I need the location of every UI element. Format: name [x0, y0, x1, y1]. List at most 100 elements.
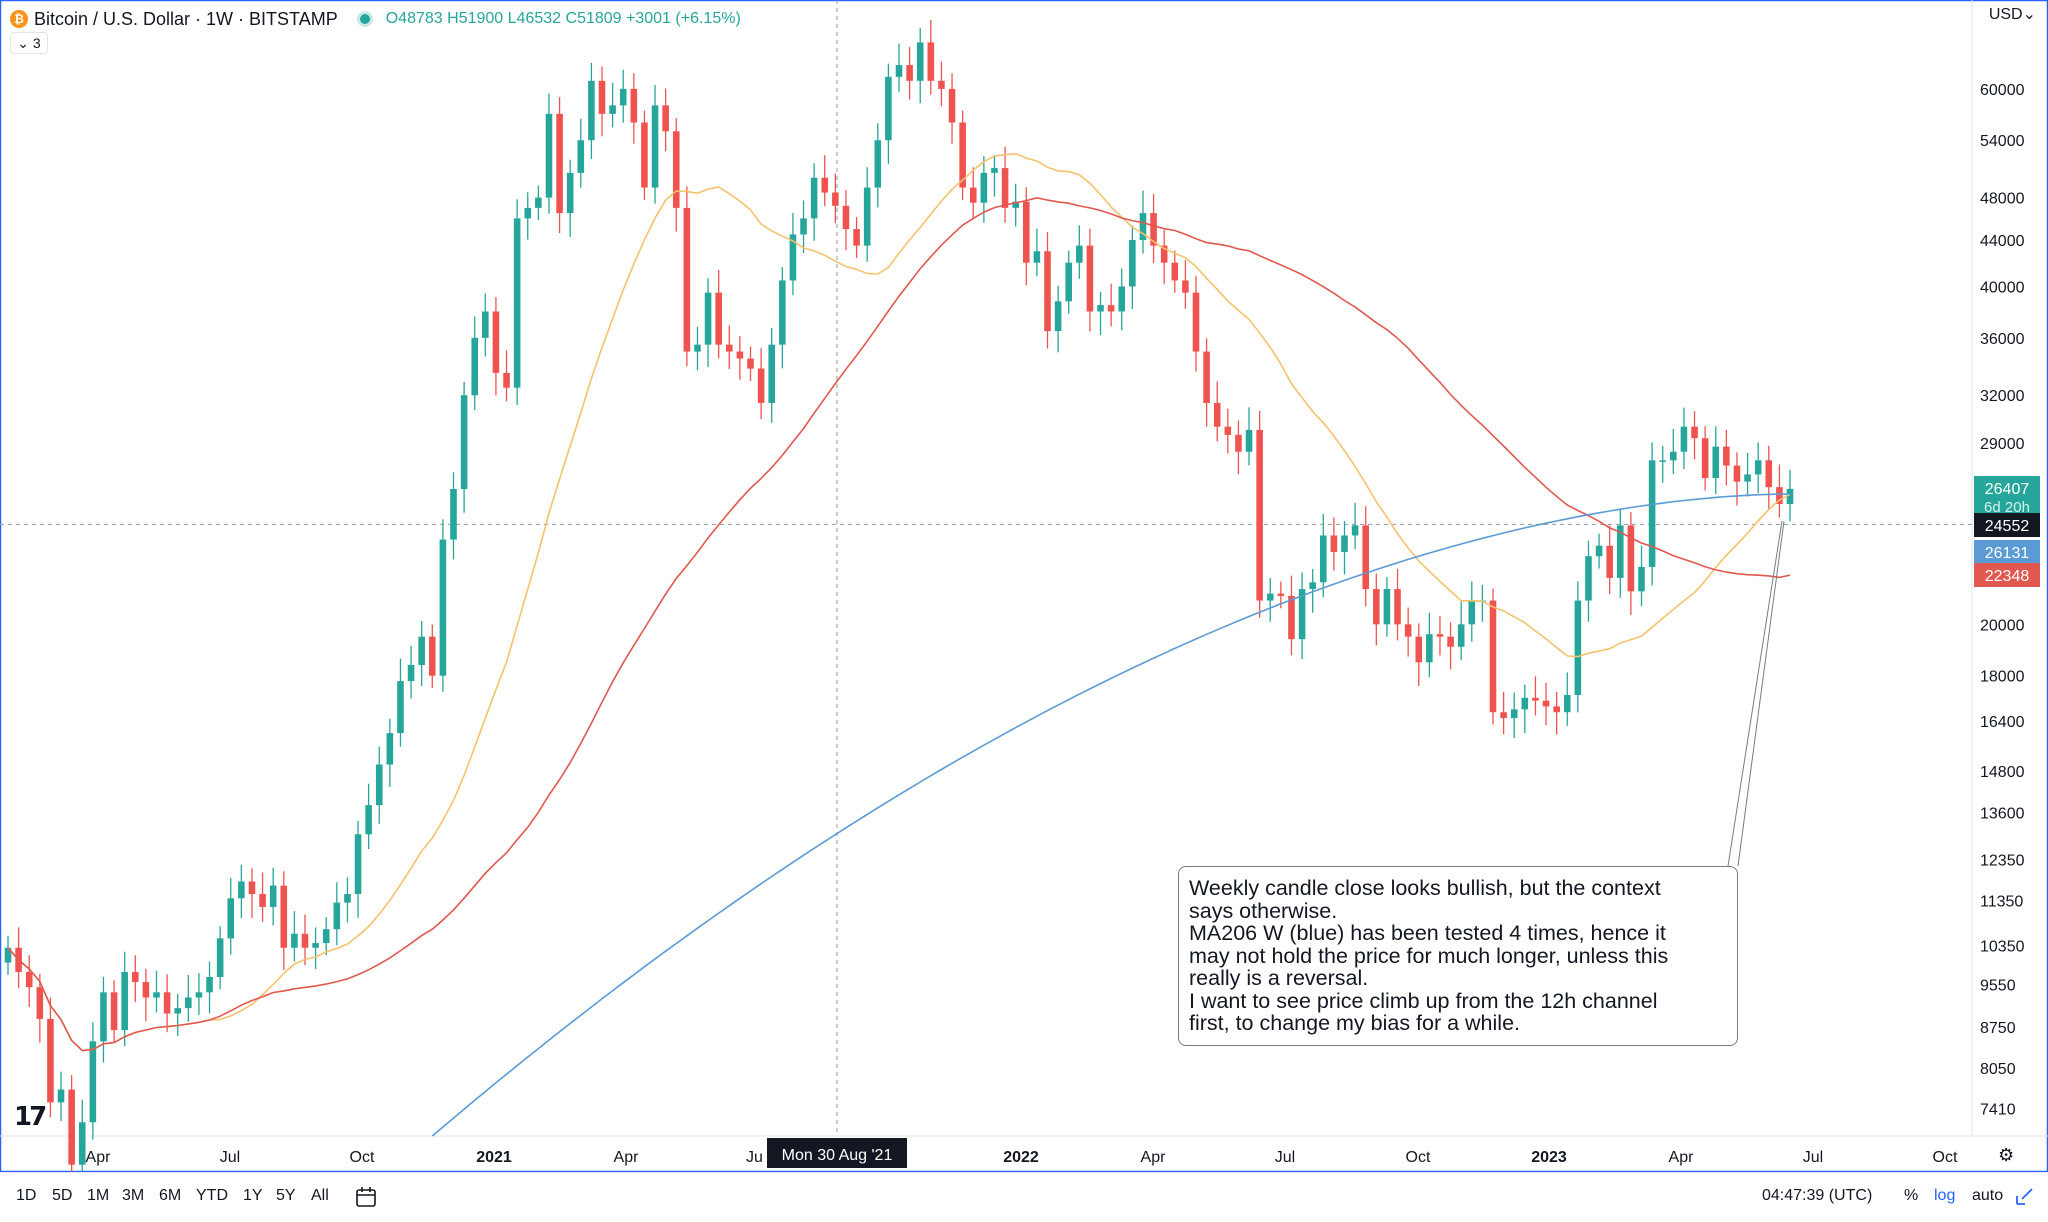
- candle-body: [418, 636, 425, 665]
- scale-settings-icon[interactable]: [2014, 1185, 2036, 1207]
- candle-body: [513, 218, 521, 388]
- candle-body: [1744, 474, 1751, 482]
- candle-body: [1224, 426, 1232, 435]
- candle-body: [333, 902, 341, 930]
- y-tick-label: 44000: [1980, 233, 2025, 250]
- candle-body: [195, 992, 203, 998]
- candle-body: [1107, 305, 1115, 312]
- candle-body: [1330, 535, 1338, 552]
- candle-body: [131, 972, 139, 983]
- candle-body: [694, 344, 701, 352]
- candle-body: [471, 337, 479, 396]
- candle-body: [1532, 697, 1539, 701]
- y-tick-label: 7410: [1980, 1101, 2016, 1118]
- y-tick-label: 18000: [1980, 669, 2025, 686]
- annotation-line: I want to see price climb up from the 12…: [1189, 988, 1658, 1013]
- y-tick-label: 11350: [1980, 893, 2023, 910]
- timeframe-ytd[interactable]: YTD: [196, 1187, 228, 1204]
- crosshair-date-box: [767, 1138, 907, 1168]
- timeframe-all[interactable]: All: [311, 1187, 329, 1204]
- candle-body: [1765, 460, 1773, 488]
- candle-body: [577, 140, 585, 173]
- candle-body: [375, 764, 383, 806]
- candle-body: [100, 992, 107, 1042]
- utc-clock[interactable]: 04:47:39 (UTC): [1762, 1187, 1873, 1204]
- candle-body: [291, 933, 298, 948]
- candle-body: [1245, 429, 1253, 452]
- candle-body: [153, 992, 160, 998]
- candle-body: [556, 113, 563, 214]
- timeframe-1y[interactable]: 1Y: [243, 1187, 263, 1204]
- candle-body: [78, 1122, 86, 1165]
- candle-body: [1733, 465, 1741, 482]
- last-price-label-countdown: 6d 20h: [1984, 499, 2030, 516]
- candle-body: [163, 992, 171, 1014]
- calendar-icon[interactable]: [354, 1185, 378, 1209]
- y-tick-label: 13600: [1980, 805, 2025, 822]
- candle-body: [1309, 582, 1316, 590]
- candle-body: [1510, 709, 1518, 719]
- candle-body: [598, 80, 606, 114]
- candle-body: [227, 898, 235, 939]
- x-tick-label: 2022: [1003, 1149, 1039, 1166]
- candle-body: [1235, 434, 1242, 452]
- last-price-label-box: [1974, 476, 2040, 514]
- candle-body: [885, 76, 892, 141]
- annotation-callout[interactable]: Weekly candle close looks bullish, but t…: [1178, 866, 1738, 1046]
- candle-body: [1362, 525, 1370, 590]
- timeframe-6m[interactable]: 6M: [159, 1187, 182, 1204]
- candle-body: [1394, 589, 1401, 625]
- symbol-title[interactable]: Bitcoin / U.S. Dollar · 1W · BITSTAMP: [34, 8, 338, 29]
- candle-body: [1404, 624, 1412, 637]
- candle-body: [1627, 525, 1635, 592]
- y-tick-label: 20000: [1980, 617, 2025, 634]
- candle-body: [1468, 600, 1476, 625]
- candle-body: [832, 192, 839, 206]
- y-tick-label: 40000: [1980, 279, 2025, 296]
- timeframe-5y[interactable]: 5Y: [276, 1187, 296, 1204]
- annotation-line: Weekly candle close looks bullish, but t…: [1189, 876, 1661, 900]
- chart-canvas[interactable]: 7410 8050 8750 9550 10350 11350 12350 13600 1480…: [0, 0, 2048, 1172]
- crosshair-price-label-box: [1974, 513, 2040, 537]
- candle-body: [386, 733, 394, 765]
- auto-scale-toggle[interactable]: auto: [1972, 1187, 2004, 1204]
- candle-body: [365, 805, 372, 835]
- timeframe-1d[interactable]: 1D: [16, 1187, 37, 1204]
- last-price-label-value: 26407: [1985, 481, 2030, 498]
- gear-icon[interactable]: ⚙: [1998, 1145, 2015, 1165]
- candle-body: [1436, 634, 1444, 637]
- chart-border: [0, 0, 2048, 1172]
- x-tick-label: Jul: [1803, 1149, 1823, 1166]
- candle-body: [1182, 280, 1189, 293]
- candle-body: [1415, 636, 1423, 663]
- x-tick-label: Jul: [220, 1149, 240, 1166]
- candle-body: [1776, 487, 1783, 505]
- log-scale-toggle[interactable]: log: [1934, 1187, 1956, 1204]
- percent-toggle[interactable]: %: [1904, 1187, 1919, 1204]
- timeframe-1m[interactable]: 1M: [87, 1187, 110, 1204]
- indicator-toggle-button[interactable]: ⌄ 3: [10, 32, 48, 54]
- candle-body: [344, 894, 351, 903]
- currency-selector[interactable]: USD⌄: [1988, 6, 2036, 23]
- candle-body: [1129, 240, 1136, 287]
- candle-body: [1044, 251, 1051, 332]
- x-tick-label: Jul: [1275, 1149, 1295, 1166]
- candle-body: [991, 168, 998, 173]
- candle-body: [1022, 201, 1030, 263]
- candle-body: [1012, 201, 1019, 208]
- candle-body: [916, 42, 924, 81]
- tradingview-logo: 17: [14, 1102, 47, 1132]
- candle-body: [1616, 525, 1624, 578]
- candle-body: [354, 834, 362, 895]
- candle-body: [895, 65, 903, 77]
- candle-body: [4, 947, 12, 963]
- ma-blue-price-label-value: 26131: [1985, 545, 2030, 562]
- timeframe-3m[interactable]: 3M: [122, 1187, 145, 1204]
- candle-body: [874, 140, 882, 188]
- y-tick-label: 10350: [1980, 938, 2025, 955]
- candle-body: [619, 88, 627, 106]
- timeframe-5d[interactable]: 5D: [52, 1187, 73, 1204]
- candle-body: [407, 664, 415, 682]
- candle-body: [704, 292, 712, 345]
